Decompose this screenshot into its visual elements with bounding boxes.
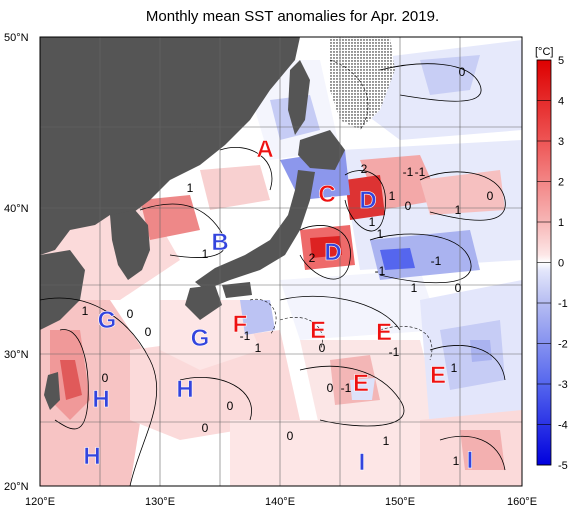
contour-value-label: -1 [389,345,400,359]
longitude-labels: 120°E 130°E 140°E 150°E 160°E [25,496,537,508]
region-label-c: C [318,181,335,208]
lat-label-30n: 30°N [4,349,29,361]
contour-value-label: -1 [375,264,386,278]
contour-value-label: 0 [319,341,326,355]
colorbar-unit: [°C] [535,46,553,58]
colorbar-tick-label: -3 [558,379,568,391]
colorbar-tick-label: 1 [558,217,564,229]
lon-label-120e: 120°E [25,496,55,508]
contour-value-label: 1 [453,454,460,468]
contour-value-label: 1 [377,227,384,241]
colorbar-tick-label: 3 [558,136,564,148]
region-label-d2: D [324,239,341,266]
region-label-h3: H [83,443,100,470]
contour-value-label: 1 [369,215,376,229]
colorbar-tick-label: -4 [558,420,568,432]
contour-value-label: 0 [327,381,334,395]
graticule [40,37,522,486]
region-label-g2: G [191,325,210,352]
region-label-e1: E [310,317,326,344]
contour-value-label: 0 [487,189,494,203]
colorbar-tick-label: 2 [558,177,564,189]
lon-label-130e: 130°E [145,496,175,508]
lon-label-140e: 140°E [265,496,295,508]
lat-label-50n: 50°N [4,32,29,44]
contour-value-label: 0 [127,307,134,321]
colorbar-tick-label: 5 [558,55,564,67]
colorbar: [°C] 5 4 3 2 1 0 -1 -2 -3 -4 -5 [535,46,568,472]
contour-lines-dashed [249,59,433,361]
region-label-e2: E [376,319,392,346]
contour-value-label: 1 [389,189,396,203]
contour-value-label: -1 [415,165,426,179]
lat-label-40n: 40°N [4,203,29,215]
region-label-f: F [233,311,248,338]
region-label-h1: H [92,386,109,413]
region-label-b: B [211,229,228,256]
region-label-e3: E [353,370,369,397]
contour-value-label: 1 [455,203,462,217]
contour-value-label: -1 [403,165,414,179]
contour-value-label: 2 [309,251,316,265]
contour-value-label: 0 [102,371,109,385]
lon-label-150e: 150°E [385,496,415,508]
latitude-labels: 50°N 40°N 30°N 20°N [4,32,29,493]
sea-ice-area [330,37,395,130]
region-label-h2: H [176,376,193,403]
contour-value-label: 0 [459,65,466,79]
contour-value-label: 1 [411,281,418,295]
colorbar-tick-label: 4 [558,96,564,108]
region-label-e4: E [430,362,446,389]
contour-value-label: 1 [451,361,458,375]
contour-value-label: 2 [361,162,368,176]
contour-value-label: 1 [202,247,209,261]
colorbar-tick-label: -1 [558,298,568,310]
contour-value-label: 1 [255,341,262,355]
region-label-i1: I [359,449,366,476]
contour-value-label: 0 [287,429,294,443]
region-label-a: A [256,136,273,163]
contour-value-label: 0 [405,199,412,213]
lon-label-160e: 160°E [507,496,537,508]
contour-value-label: 0 [202,421,209,435]
contour-value-label: -1 [431,254,442,268]
colorbar-tick-label: -2 [558,339,568,351]
colorbar-tick-label: -5 [558,460,568,472]
lat-label-20n: 20°N [4,481,29,493]
region-label-g1: G [98,307,117,334]
map-frame [39,36,523,487]
contour-value-label: -1 [240,329,251,343]
contour-value-label: 1 [383,434,390,448]
region-label-i2: I [467,447,474,474]
contour-value-label: 0 [455,281,462,295]
colorbar-tick-label: 0 [558,258,564,270]
contour-value-label: 0 [145,325,152,339]
land [40,37,345,410]
contour-value-label: 0 [227,399,234,413]
contour-value-label: -1 [341,381,352,395]
region-label-d1: D [359,187,376,214]
map-title: Monthly mean SST anomalies for Apr. 2019… [145,8,440,25]
contour-value-label: 1 [187,181,194,195]
contour-value-label: 1 [82,304,89,318]
